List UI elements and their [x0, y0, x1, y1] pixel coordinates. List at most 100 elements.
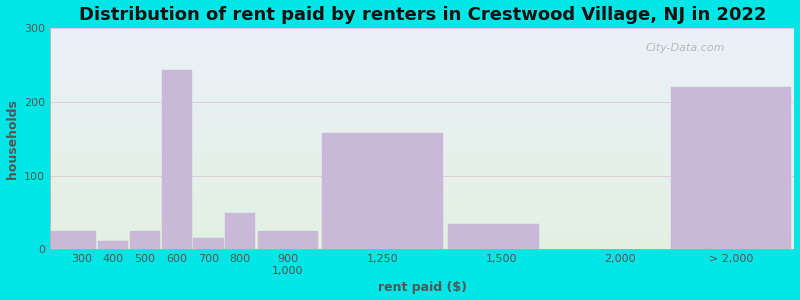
Bar — [50, 190, 794, 191]
Bar — [50, 178, 794, 180]
Bar — [50, 197, 794, 199]
Bar — [50, 148, 794, 150]
Bar — [50, 180, 794, 181]
Bar — [50, 172, 794, 173]
Bar — [50, 210, 794, 211]
Bar — [50, 177, 794, 178]
Bar — [50, 230, 794, 231]
Bar — [50, 246, 794, 247]
Bar — [50, 80, 794, 81]
Bar — [50, 131, 794, 132]
Bar — [50, 199, 794, 200]
Bar — [50, 223, 794, 224]
Bar — [50, 104, 794, 105]
Bar — [50, 204, 794, 205]
Bar — [50, 236, 794, 237]
Bar — [50, 231, 794, 232]
Bar — [50, 173, 794, 174]
Bar — [50, 128, 794, 129]
Bar — [50, 165, 794, 166]
Bar — [50, 108, 794, 109]
Bar — [50, 47, 794, 48]
Bar — [50, 195, 794, 196]
Bar — [50, 140, 794, 141]
Bar — [50, 211, 794, 212]
Bar — [50, 201, 794, 202]
Bar — [322, 134, 443, 249]
Bar — [50, 62, 794, 63]
Bar — [50, 57, 794, 58]
Bar — [50, 95, 794, 97]
Bar — [50, 34, 794, 36]
Bar — [50, 154, 794, 155]
Bar — [50, 33, 794, 34]
Bar — [50, 90, 794, 91]
Bar — [50, 46, 794, 47]
Bar — [50, 185, 794, 186]
Bar — [50, 41, 794, 42]
Bar — [50, 238, 794, 239]
Bar — [50, 153, 794, 154]
Bar — [50, 102, 794, 103]
Bar — [50, 218, 794, 220]
Bar — [50, 119, 794, 120]
Bar — [50, 136, 794, 138]
Bar — [50, 51, 794, 52]
Bar — [50, 163, 794, 164]
Bar — [50, 76, 794, 78]
X-axis label: rent paid ($): rent paid ($) — [378, 281, 466, 294]
Bar — [50, 206, 794, 207]
Bar — [50, 99, 794, 100]
Bar — [50, 124, 794, 125]
Bar — [50, 160, 794, 161]
Bar — [50, 88, 794, 89]
Bar — [50, 183, 794, 184]
Bar — [50, 233, 794, 234]
Bar — [50, 32, 794, 33]
Bar — [50, 138, 794, 139]
Bar — [50, 66, 794, 67]
Bar — [50, 89, 794, 90]
Bar — [50, 176, 794, 177]
Bar — [225, 212, 255, 249]
Bar — [50, 103, 794, 104]
Bar — [258, 231, 318, 249]
Bar — [50, 186, 794, 188]
Bar — [50, 71, 794, 72]
Bar — [50, 205, 794, 206]
Text: City-Data.com: City-Data.com — [646, 44, 725, 53]
Bar — [671, 87, 791, 249]
Bar — [50, 101, 794, 102]
Bar — [50, 50, 794, 51]
Bar — [50, 235, 794, 236]
Bar — [50, 151, 794, 152]
Bar — [50, 84, 794, 86]
Bar — [50, 217, 794, 218]
Bar — [50, 93, 794, 94]
Bar — [50, 175, 794, 176]
Bar — [50, 132, 794, 133]
Bar — [50, 192, 794, 193]
Bar — [50, 37, 794, 38]
Y-axis label: households: households — [6, 99, 18, 178]
Bar — [50, 159, 794, 160]
Bar — [50, 91, 794, 92]
Bar — [50, 28, 794, 29]
Bar — [50, 105, 794, 106]
Bar — [50, 216, 794, 217]
Bar — [50, 241, 794, 242]
Bar — [50, 158, 794, 159]
Bar — [50, 170, 794, 171]
Bar — [50, 73, 794, 74]
Bar — [50, 61, 794, 62]
Bar — [50, 228, 794, 230]
Bar — [50, 110, 794, 111]
Bar — [50, 106, 794, 108]
Bar — [50, 31, 794, 32]
Bar — [162, 70, 192, 249]
Bar — [50, 152, 794, 153]
Bar — [50, 184, 794, 185]
Bar — [50, 182, 794, 183]
Bar — [50, 208, 794, 210]
Bar — [50, 247, 794, 248]
